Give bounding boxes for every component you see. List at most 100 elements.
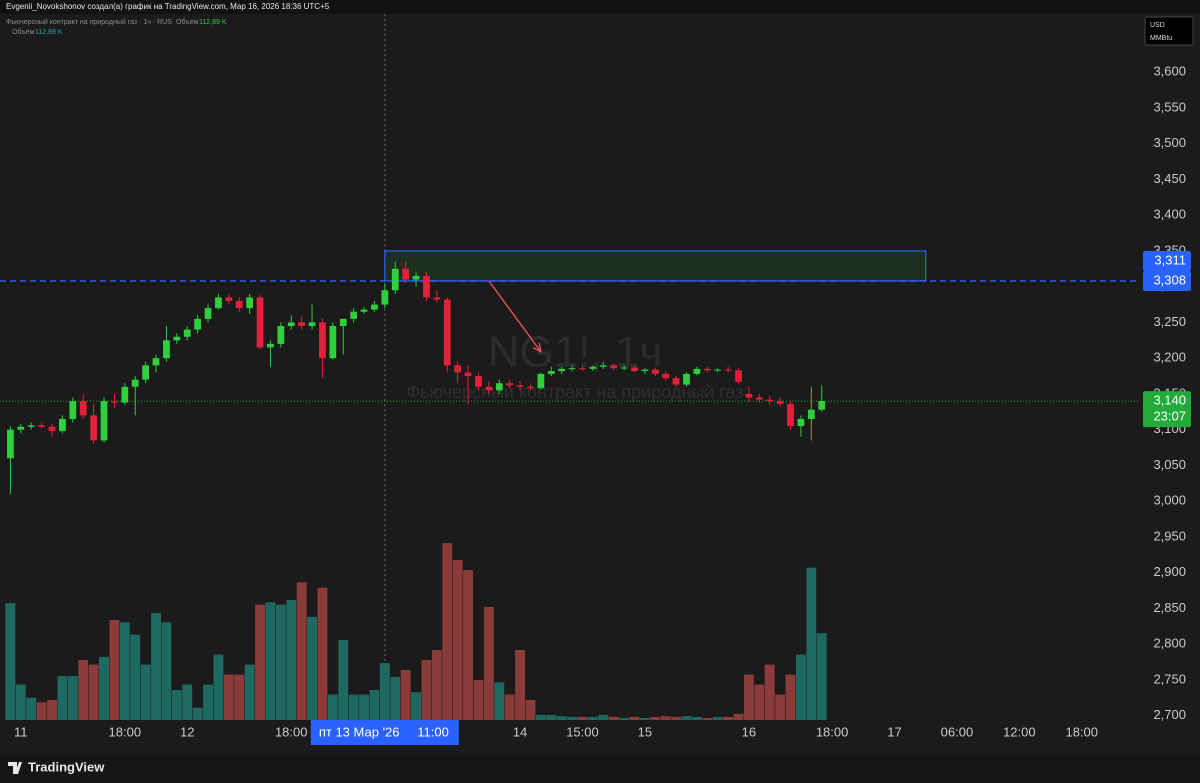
candle-body — [766, 399, 774, 402]
volume-bar — [338, 640, 349, 720]
candle-body — [308, 322, 316, 327]
candle-body — [589, 366, 597, 369]
volume-bar — [67, 676, 78, 720]
candle-body — [225, 297, 233, 301]
x-tick-label: 15:00 — [566, 724, 599, 739]
candle-body — [235, 300, 243, 309]
candle-body — [204, 308, 212, 319]
volume-bar — [525, 700, 536, 720]
candle-body — [433, 297, 441, 300]
candle-body — [402, 268, 410, 280]
candle-body — [350, 311, 358, 319]
volume-value: 112,89 K — [35, 29, 63, 36]
volume-bar — [764, 664, 775, 720]
y-tick-label: 2,950 — [1153, 528, 1186, 543]
volume-bar — [327, 694, 338, 720]
candle-body — [443, 299, 451, 366]
x-tick-label: 12:00 — [1003, 724, 1036, 739]
candle-body — [152, 358, 160, 366]
volume-bar — [411, 692, 421, 720]
volume-bar — [36, 702, 47, 720]
volume-bar — [192, 707, 203, 720]
candle-body — [7, 429, 14, 459]
volume-bar — [88, 664, 99, 720]
candle-body — [683, 373, 690, 385]
arrow-head — [532, 342, 542, 353]
volume-bar — [723, 716, 734, 720]
volume-bar — [546, 715, 557, 720]
volume-bar — [275, 604, 286, 720]
candle-body — [27, 425, 35, 427]
y-tick-label: 2,750 — [1153, 671, 1186, 686]
volume-value: 112,89 K — [199, 19, 227, 26]
y-tick-label: 3,250 — [1153, 314, 1186, 329]
candle-body — [672, 378, 680, 385]
candle-body — [267, 343, 274, 348]
candle-body — [17, 426, 25, 430]
level-tag-label: 3,311 — [1154, 252, 1186, 267]
currency-box[interactable] — [1144, 16, 1194, 46]
volume-bar — [244, 664, 255, 720]
candle-body — [599, 365, 607, 367]
candle-body — [287, 322, 295, 327]
volume-bar — [463, 570, 474, 720]
candle-body — [371, 304, 378, 310]
y-tick-label: 2,800 — [1153, 636, 1186, 651]
volume-bar — [26, 697, 37, 720]
volume-bar — [671, 716, 682, 720]
candle-body — [131, 379, 139, 387]
candle-body — [412, 275, 420, 280]
x-tick-label: 15 — [638, 724, 652, 739]
candle-body — [475, 376, 482, 387]
candle-body — [59, 418, 66, 432]
currency: USD — [1150, 22, 1165, 29]
candle-body — [100, 401, 108, 441]
y-tick-label: 3,500 — [1153, 135, 1186, 150]
candle-body — [163, 340, 170, 359]
volume-bar — [816, 633, 827, 720]
candle-body — [558, 368, 566, 372]
crosshair-date: пт 13 Мар '26 — [319, 724, 400, 739]
y-tick-label: 3,400 — [1153, 207, 1186, 222]
y-tick-label: 2,900 — [1153, 564, 1186, 579]
last-price-tag — [1143, 391, 1191, 428]
volume-bar — [182, 684, 193, 720]
volume-bar — [15, 684, 26, 720]
volume-bar — [161, 622, 172, 720]
level-tag — [1143, 250, 1191, 271]
volume-title: Объём — [12, 28, 34, 36]
candle-body — [485, 386, 493, 391]
volume-bar — [629, 716, 640, 720]
volume-bar — [223, 674, 234, 720]
candle-body — [90, 415, 97, 441]
candle-body — [568, 368, 576, 370]
volume-bar — [57, 676, 68, 720]
y-tick-label: 3,200 — [1153, 350, 1186, 365]
y-tick-label: 2,850 — [1153, 600, 1186, 615]
candle-body — [818, 401, 826, 410]
volume-bar — [78, 660, 89, 720]
x-tick-label: 18:00 — [1065, 724, 1098, 739]
candle-body — [142, 365, 150, 380]
x-tick-label: 12 — [180, 724, 194, 739]
y-tick-label: 3,550 — [1153, 99, 1186, 114]
candle-body — [194, 318, 202, 330]
zone — [384, 250, 927, 282]
volume-bar — [348, 694, 359, 720]
volume-bar — [483, 606, 494, 720]
volume-bar — [712, 716, 723, 720]
volume-bar — [691, 716, 702, 720]
candle-body — [454, 365, 462, 373]
candle-body — [423, 275, 430, 298]
volume-bar — [660, 716, 671, 720]
x-tick-label: 06:00 — [941, 724, 974, 739]
volume-bar — [130, 634, 141, 720]
crosshair-tag — [310, 720, 459, 745]
volume-bar — [754, 684, 765, 720]
volume-bar — [171, 690, 182, 720]
candle-body — [797, 418, 805, 427]
volume-bar — [296, 582, 307, 720]
volume-bar — [743, 674, 754, 720]
